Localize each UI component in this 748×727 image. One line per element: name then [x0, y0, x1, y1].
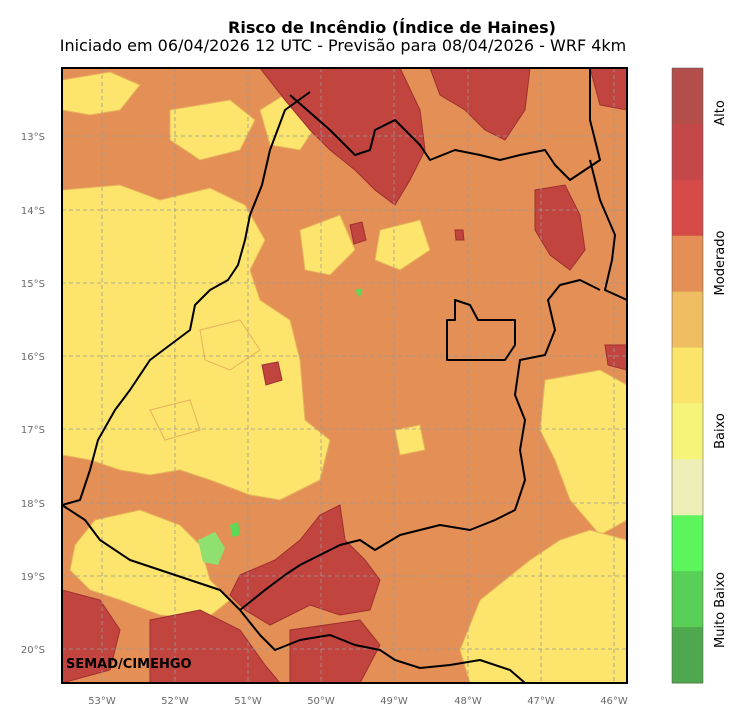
colorbar-swatch	[672, 627, 703, 684]
lon-tick-label: 49°W	[380, 696, 408, 707]
latitude-axis: 13°S 14°S 15°S 16°S 17°S 18°S 19°S 20°S	[21, 132, 45, 656]
colorbar-swatch	[672, 347, 703, 404]
lat-tick-label: 13°S	[21, 132, 45, 143]
lat-tick-label: 18°S	[21, 499, 45, 510]
map-frame	[61, 67, 628, 684]
high-risk-areas	[62, 68, 627, 683]
lon-tick-label: 52°W	[161, 696, 189, 707]
lon-tick-label: 46°W	[600, 696, 628, 707]
longitude-axis: 53°W 52°W 51°W 50°W 49°W 48°W 47°W 46°W	[88, 696, 628, 707]
state-boundaries	[62, 68, 627, 683]
colorbar-swatch	[672, 68, 703, 125]
lon-tick-label: 48°W	[454, 696, 482, 707]
colorbar-swatch	[672, 291, 703, 349]
colorbar-swatch	[672, 515, 703, 572]
lat-tick-label: 14°S	[21, 206, 45, 217]
colorbar-frame	[671, 67, 704, 684]
lon-tick-label: 47°W	[527, 696, 555, 707]
colorbar-label-moderado: Moderado	[713, 230, 728, 295]
map-gridlines	[62, 68, 627, 683]
colorbar-swatch	[672, 403, 703, 460]
map-panel: SEMAD/CIMEHGO	[62, 68, 627, 683]
map-credit: SEMAD/CIMEHGO	[66, 657, 192, 672]
very-low-risk-areas	[198, 288, 362, 565]
chart-subtitle: Iniciado em 06/04/2026 12 UTC - Previsão…	[59, 36, 627, 55]
colorbar-swatch	[672, 123, 703, 181]
lat-tick-label: 16°S	[21, 352, 45, 363]
lon-tick-label: 53°W	[88, 696, 116, 707]
colorbar-swatch	[672, 459, 703, 516]
lat-tick-label: 15°S	[21, 279, 45, 290]
chart-title: Risco de Incêndio (Índice de Haines)	[228, 18, 556, 37]
colorbar-label-alto: Alto	[713, 100, 728, 126]
lat-tick-label: 19°S	[21, 572, 45, 583]
lat-tick-label: 20°S	[21, 645, 45, 656]
lat-tick-label: 17°S	[21, 425, 45, 436]
colorbar-label-baixo: Baixo	[713, 413, 728, 449]
colorbar-swatch	[672, 179, 703, 237]
colorbar	[672, 68, 703, 684]
lon-tick-label: 50°W	[307, 696, 335, 707]
lon-tick-label: 51°W	[234, 696, 262, 707]
colorbar-label-muito-baixo: Muito Baixo	[713, 572, 728, 648]
colorbar-swatch	[672, 571, 703, 628]
colorbar-swatch	[672, 235, 703, 293]
low-risk-areas	[62, 71, 627, 683]
